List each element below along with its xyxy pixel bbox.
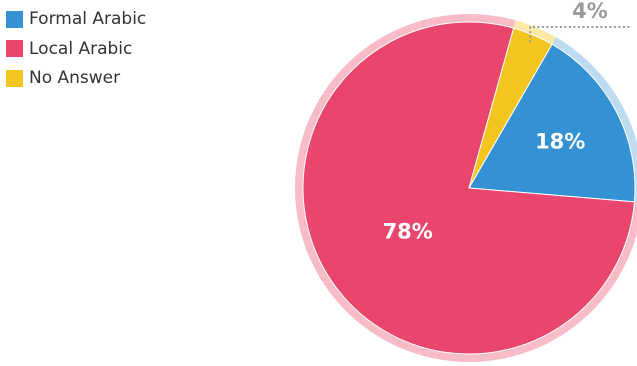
- slice-value-label-formal-arabic: 18%: [535, 129, 585, 153]
- legend-label-formal-arabic: Formal Arabic: [29, 9, 147, 29]
- slice-value-label-local-arabic: 78%: [383, 220, 433, 244]
- slice-leader-line-no-answer: [529, 26, 632, 43]
- pie-slice-layer: [302, 21, 636, 355]
- pie-slice-local-arabic[interactable]: [302, 21, 635, 355]
- pie-slice-no-answer[interactable]: [468, 27, 553, 189]
- legend-label-no-answer: No Answer: [29, 68, 121, 88]
- legend-item-formal-arabic[interactable]: Formal Arabic: [6, 8, 146, 30]
- pie-slice-formal-arabic[interactable]: [468, 43, 636, 203]
- slice-value-label-no-answer: 4%: [572, 0, 608, 23]
- legend: Formal Arabic Local Arabic No Answer: [6, 8, 146, 97]
- pie-label-layer: 18% 78% 4%: [383, 0, 632, 244]
- legend-item-local-arabic[interactable]: Local Arabic: [6, 38, 146, 60]
- legend-label-local-arabic: Local Arabic: [29, 38, 133, 59]
- legend-swatch-local-arabic: [6, 40, 23, 57]
- legend-swatch-formal-arabic: [6, 10, 23, 28]
- legend-item-no-answer[interactable]: No Answer: [6, 67, 146, 89]
- legend-swatch-no-answer: [6, 69, 23, 87]
